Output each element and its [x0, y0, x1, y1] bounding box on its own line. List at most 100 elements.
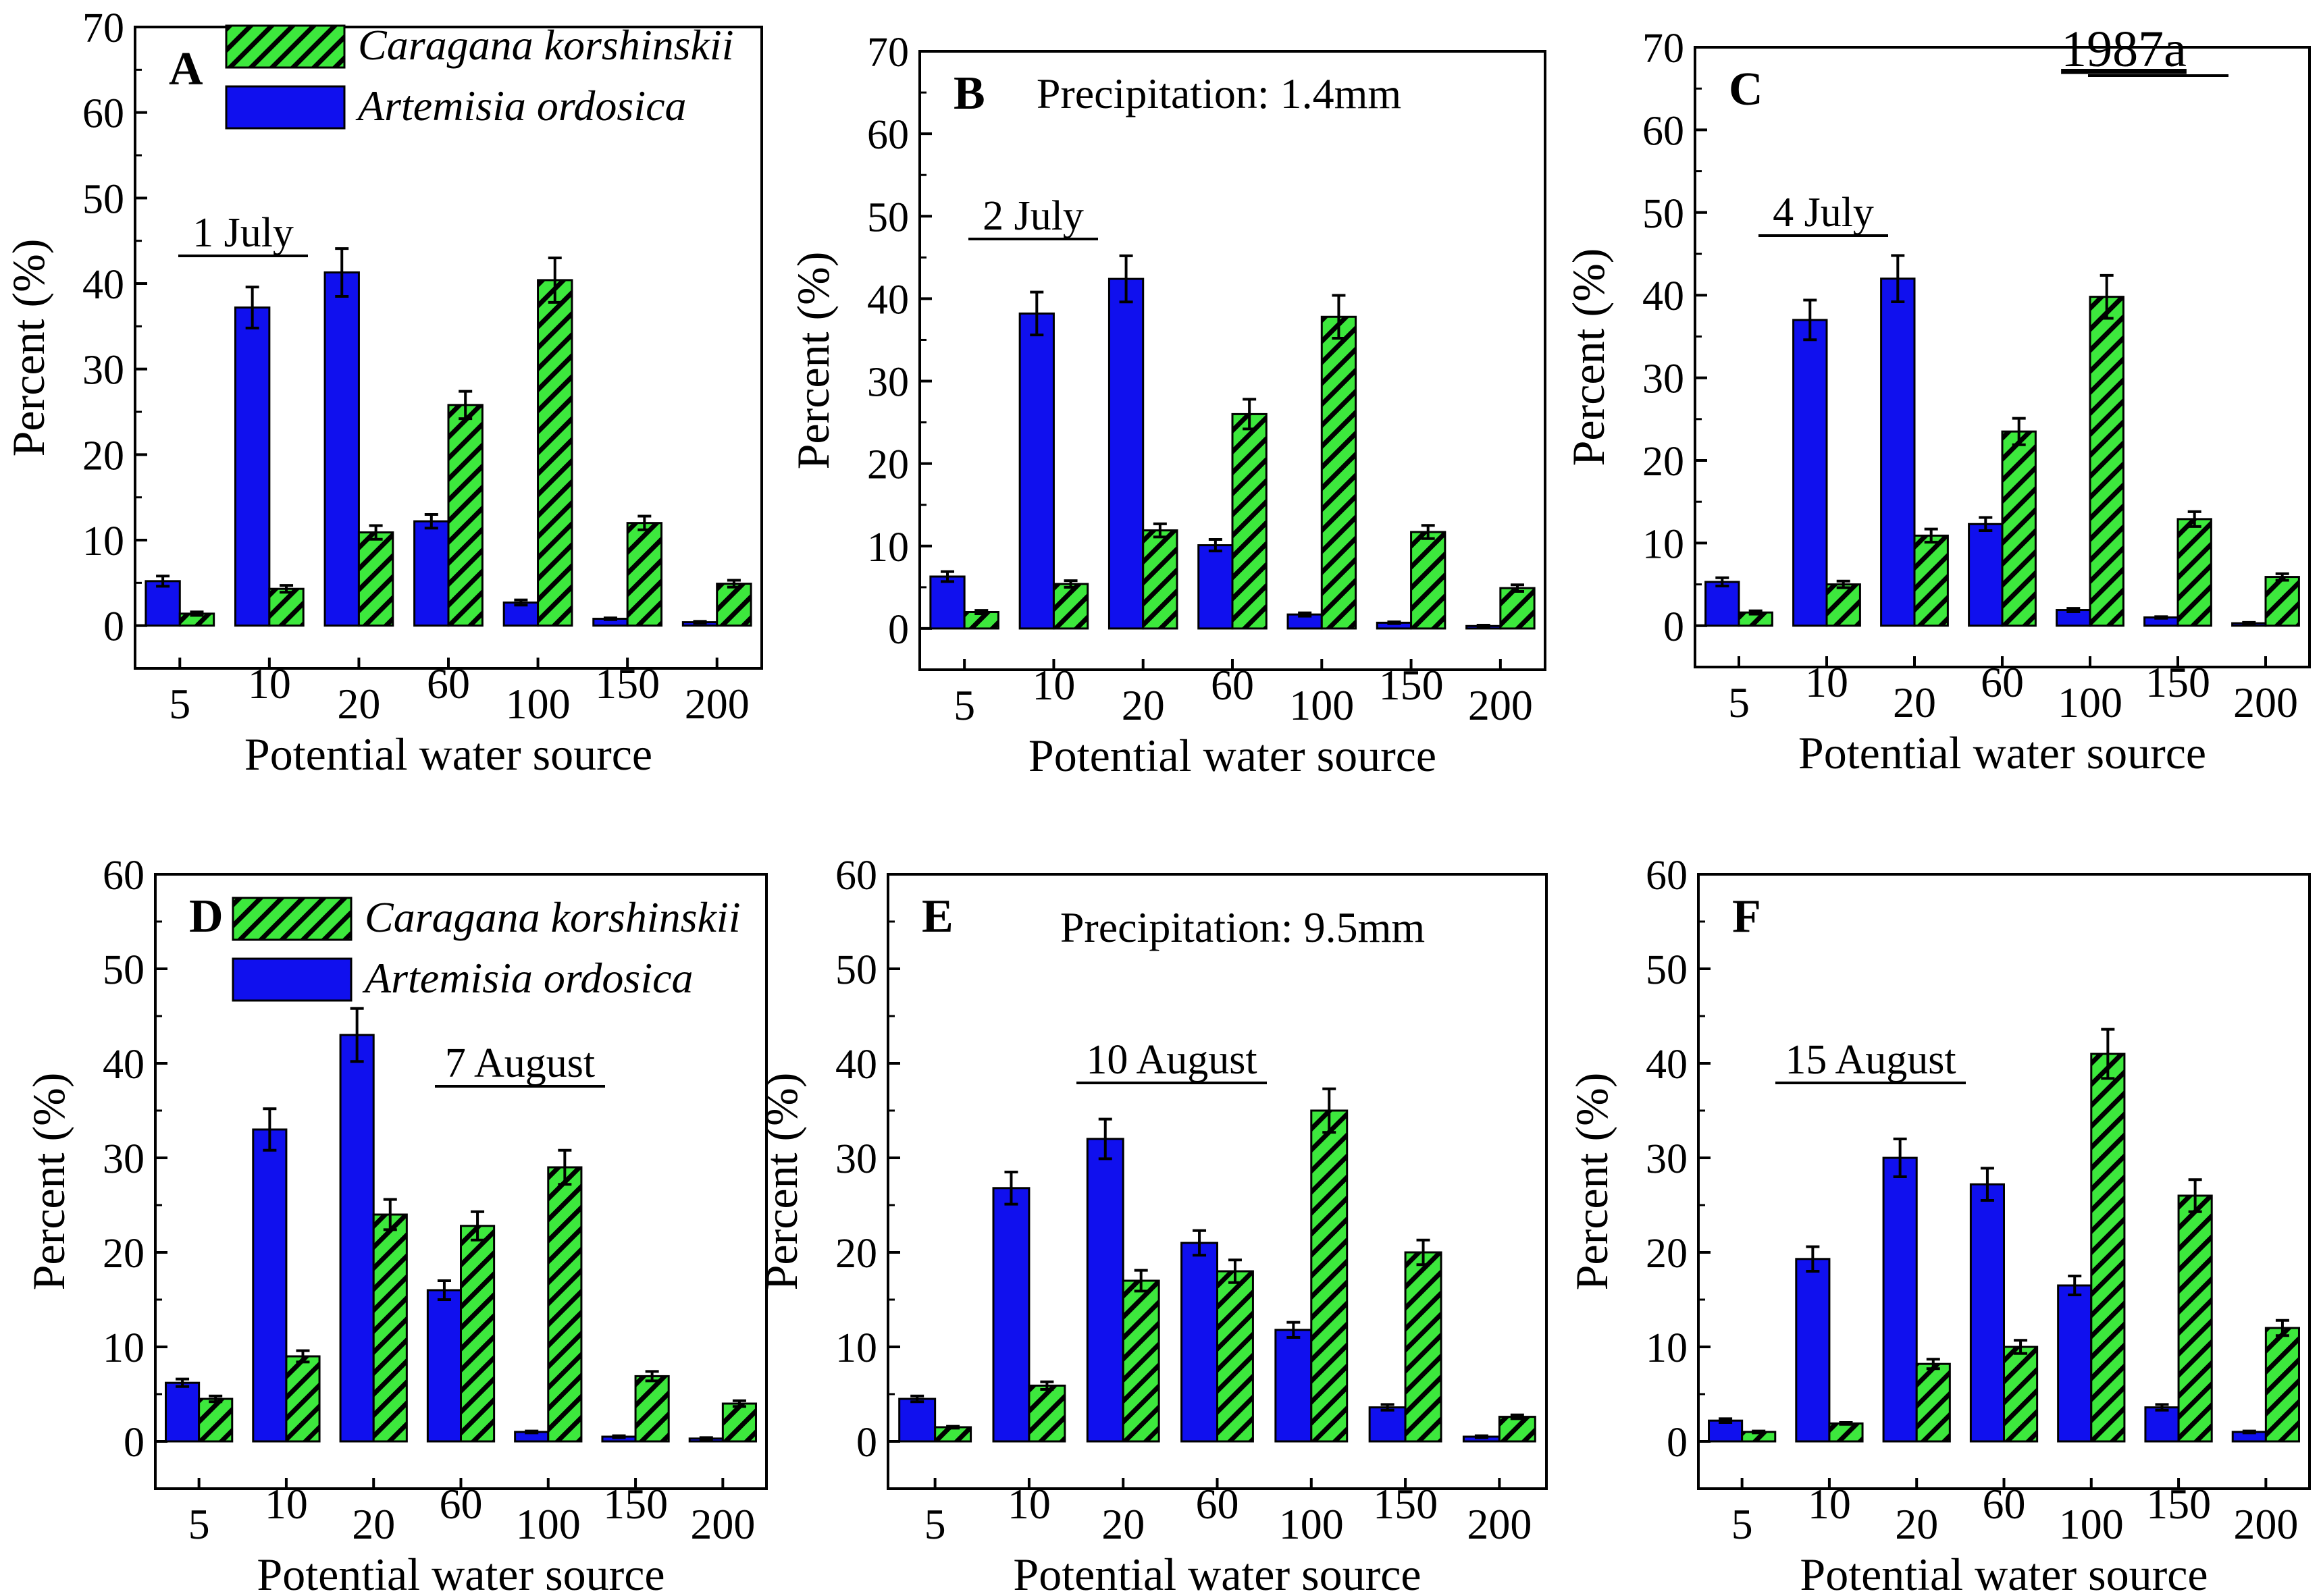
x-tick-label: 200 — [685, 680, 750, 728]
y-tick-label: 60 — [103, 853, 145, 899]
y-tick-label: 0 — [103, 604, 124, 650]
y-tick-label: 20 — [1642, 439, 1684, 485]
panel-letter: B — [954, 68, 985, 119]
x-tick-label: 200 — [690, 1500, 755, 1548]
legend: Caragana korshinskii Artemisia ordosica — [232, 893, 740, 1002]
legend-label-artemisia: Artemisia ordosica — [362, 954, 694, 1002]
panel-letter: D — [189, 890, 224, 942]
bar-caragana-100 — [2090, 1053, 2126, 1443]
x-tick-label: 5 — [954, 681, 975, 729]
bar-caragana-200 — [1498, 1416, 1536, 1443]
y-tick-label: 20 — [82, 433, 124, 479]
y-tick-label: 0 — [124, 1420, 145, 1466]
legend-label-caragana: Caragana korshinskii — [365, 893, 740, 941]
y-tick-label: 40 — [82, 262, 124, 308]
y-tick-label: 20 — [835, 1231, 877, 1277]
bar-caragana-60 — [447, 404, 484, 627]
bar-artemisia-150 — [1368, 1406, 1407, 1443]
x-tick-label: 10 — [248, 660, 291, 708]
bar-artemisia-60 — [1197, 544, 1234, 630]
x-tick-label: 200 — [2233, 679, 2298, 726]
y-tick-label: 70 — [1642, 26, 1684, 72]
x-tick-label: 100 — [506, 680, 571, 728]
y-axis-title: Percent (%) — [756, 1073, 807, 1291]
x-tick-label: 5 — [1728, 679, 1750, 726]
panel-e: 0 10 20 30 40 50 60 5 10 20 60 100 150 200 Potential w… — [756, 853, 1548, 1596]
date-label: 7 August — [445, 1040, 595, 1086]
y-tick-label: 70 — [82, 5, 124, 51]
legend-label-caragana: Caragana korshinskii — [358, 21, 733, 69]
y-tick-label: 30 — [103, 1136, 145, 1182]
y-tick-label: 60 — [82, 91, 124, 137]
bar-caragana-150 — [1410, 531, 1446, 630]
y-tick-label: 50 — [835, 947, 877, 993]
x-tick-label: 150 — [2145, 658, 2210, 706]
x-tick-label: 100 — [1289, 681, 1354, 729]
x-tick-label: 5 — [188, 1500, 210, 1548]
y-tick-label: 20 — [103, 1231, 145, 1277]
y-tick-label: 30 — [82, 348, 124, 394]
x-tick-label: 5 — [924, 1500, 946, 1548]
date-label: 2 July — [983, 193, 1084, 239]
x-tick-label: 200 — [1468, 681, 1533, 729]
y-tick-label: 20 — [1646, 1231, 1688, 1277]
x-tick-label: 150 — [1373, 1480, 1438, 1528]
x-tick-label: 60 — [440, 1480, 483, 1528]
x-tick-label: 200 — [2233, 1500, 2298, 1548]
bar-artemisia-20 — [339, 1034, 375, 1443]
y-tick-label: 50 — [867, 194, 909, 240]
x-tick-label: 150 — [603, 1480, 668, 1528]
precipitation-annotation: Precipitation: 9.5mm — [1060, 903, 1425, 951]
y-tick-label: 30 — [1642, 356, 1684, 402]
bar-caragana-150 — [2177, 1194, 2213, 1443]
x-tick-label: 10 — [1008, 1480, 1051, 1528]
bar-artemisia-20 — [1107, 277, 1145, 630]
bar-caragana-200 — [2264, 1327, 2300, 1443]
y-tick-label: 40 — [103, 1042, 145, 1088]
x-tick-label: 100 — [2058, 679, 2122, 726]
y-tick-label: 70 — [867, 30, 909, 76]
bar-caragana-100 — [547, 1166, 583, 1443]
y-axis-title: Percent (%) — [23, 1073, 74, 1291]
bar-caragana-20 — [1122, 1279, 1160, 1443]
bar-artemisia-20 — [1880, 277, 1916, 627]
x-tick-label: 150 — [595, 660, 660, 708]
bar-caragana-100 — [537, 279, 573, 627]
x-axis-title: Potential water source — [1800, 1549, 2208, 1596]
bar-caragana-150 — [2176, 518, 2212, 627]
y-tick-label: 10 — [103, 1325, 145, 1371]
y-tick-label: 20 — [867, 442, 909, 488]
x-tick-label: 60 — [427, 660, 470, 708]
x-axis-title: Potential water source — [257, 1549, 664, 1596]
y-tick-label: 50 — [82, 176, 124, 222]
x-tick-label: 60 — [1211, 661, 1254, 709]
date-label: 1 July — [192, 210, 294, 256]
panel-c: 0 10 20 30 40 50 60 70 5 10 20 60 100 150 200 Potential… — [1563, 26, 2311, 778]
x-axis-title: Potential water source — [1013, 1549, 1421, 1596]
legend-swatch-caragana — [232, 897, 353, 941]
panel-b: 0 10 20 30 40 50 60 70 5 10 20 60 100 150 200 Potential… — [787, 30, 1546, 781]
y-tick-label: 10 — [82, 518, 124, 564]
bar-caragana-200 — [2264, 576, 2300, 627]
bar-caragana-60 — [2001, 430, 2037, 627]
y-tick-label: 60 — [1646, 853, 1688, 899]
panel-letter: A — [169, 43, 203, 95]
date-label: 4 July — [1773, 190, 1874, 236]
bar-artemisia-10 — [1018, 312, 1055, 630]
bar-artemisia-60 — [1180, 1242, 1218, 1443]
bar-artemisia-20 — [1882, 1156, 1918, 1443]
bar-caragana-10 — [1825, 583, 1861, 627]
date-label: 10 August — [1086, 1037, 1257, 1083]
bar-caragana-20 — [357, 531, 394, 627]
bar-artemisia-10 — [234, 306, 271, 627]
y-tick-label: 0 — [888, 607, 909, 653]
bar-caragana-60 — [1216, 1270, 1254, 1443]
bar-caragana-100 — [1310, 1109, 1349, 1443]
bar-artemisia-20 — [1086, 1138, 1124, 1443]
bar-caragana-200 — [1499, 587, 1536, 630]
panel-letter: E — [922, 890, 954, 942]
precipitation-annotation: Precipitation: 1.4mm — [1037, 70, 1401, 117]
y-tick-label: 10 — [1642, 521, 1684, 567]
panel-letter: C — [1729, 63, 1763, 115]
bar-artemisia-150 — [2144, 1406, 2180, 1443]
